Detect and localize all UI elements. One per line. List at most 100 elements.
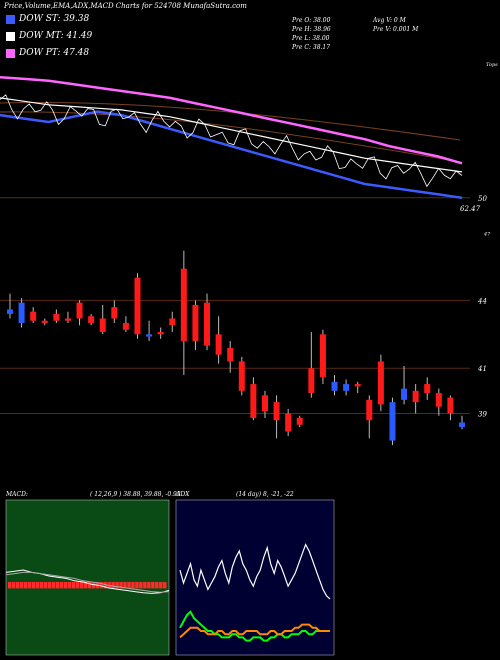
macd-histogram-bar xyxy=(127,582,131,589)
macd-histogram-bar xyxy=(39,582,44,589)
candle-body xyxy=(319,334,326,378)
macd-histogram-bar xyxy=(151,582,155,589)
macd-histogram-bar xyxy=(23,582,28,589)
macd-histogram-bar xyxy=(143,582,147,589)
macd-histogram-bar xyxy=(147,582,151,589)
macd-histogram-bar xyxy=(163,582,167,589)
macd-histogram-bar xyxy=(31,582,36,589)
price-tick-label-top: 47 xyxy=(483,232,491,238)
legend-dow-pt: DOW PT: 47.48 xyxy=(6,47,89,59)
info-prev-open: Pre O: 38.00 xyxy=(292,17,331,24)
macd-histogram-bar xyxy=(79,582,84,589)
candle-body xyxy=(424,384,431,394)
ema-band-upper xyxy=(0,102,461,141)
adx-panel-bg xyxy=(175,499,335,656)
legend-swatch-pt xyxy=(6,48,15,58)
info-prev-close: Pre C: 38.17 xyxy=(292,44,331,51)
ema-line-dow-mt xyxy=(0,97,463,173)
candle-body xyxy=(215,334,222,355)
candle-body xyxy=(122,322,129,330)
macd-histogram-bar xyxy=(67,582,72,589)
candle-body xyxy=(7,309,13,314)
info-prev-volume: Pre V: 0.001 M xyxy=(373,26,419,33)
candle-body xyxy=(285,413,292,432)
legend-dow-mt: DOW MT: 41.49 xyxy=(6,30,92,42)
candle-body xyxy=(343,384,350,391)
macd-histogram-bar xyxy=(135,582,139,589)
macd-panel-bg xyxy=(5,499,170,656)
adx-line-adx xyxy=(179,543,331,600)
macd-histogram-bar xyxy=(99,582,103,589)
candle-body xyxy=(412,390,419,403)
macd-histogram-bar xyxy=(119,582,123,589)
candle-body xyxy=(146,334,153,337)
candle-body xyxy=(204,302,211,346)
macd-histogram-bar xyxy=(91,582,95,589)
info-prev-low: Pre L: 38.00 xyxy=(292,35,330,42)
candle-body xyxy=(377,361,384,405)
macd-histogram-bar xyxy=(35,582,40,589)
macd-line-signal xyxy=(5,571,170,593)
ema-tick-label-top: Tops xyxy=(486,62,498,68)
candle-body xyxy=(18,302,25,323)
price-tick-label-39: 39 xyxy=(478,410,487,418)
macd-histogram-bar xyxy=(75,582,80,589)
ema-tick-label-50: 50 xyxy=(478,195,487,203)
ema-band-lower xyxy=(0,111,461,163)
macd-histogram-bar xyxy=(115,582,119,589)
price-tick-label-44: 44 xyxy=(477,297,487,305)
macd-histogram-bar xyxy=(55,582,60,589)
candle-body xyxy=(261,395,268,412)
candle-body xyxy=(308,368,315,394)
candle-body xyxy=(111,307,118,319)
candle-body xyxy=(41,320,48,323)
candle-body xyxy=(273,402,280,421)
macd-histogram-bar xyxy=(43,582,48,589)
ema-price-line xyxy=(0,94,463,188)
candle-body xyxy=(401,388,408,400)
macd-histogram-bar xyxy=(47,582,52,589)
macd-histogram-bar xyxy=(159,582,163,589)
candle-body xyxy=(134,277,141,335)
adx-title: ADX xyxy=(176,491,190,498)
legend-label-st: DOW ST: 39.38 xyxy=(19,14,90,24)
legend-swatch-st xyxy=(6,14,15,24)
candle-body xyxy=(227,347,234,362)
macd-params: ( 12,26,9 ) 38.88, 39.88, -0.93 xyxy=(90,491,181,498)
macd-histogram-bar xyxy=(111,582,115,589)
ema-line-dow-st xyxy=(0,110,463,200)
candle-body xyxy=(366,399,373,421)
macd-histogram-bar xyxy=(63,582,68,589)
price-tick-label-41: 41 xyxy=(477,365,487,373)
candle-body xyxy=(447,397,454,414)
candle-body xyxy=(53,313,60,321)
candle-body xyxy=(435,393,442,407)
chart-title: Price,Volume,EMA,ADX,MACD Charts for 524… xyxy=(4,2,247,10)
candle-body xyxy=(64,318,71,321)
info-prev-high: Pre H: 38.96 xyxy=(292,26,331,33)
candle-body xyxy=(389,402,396,441)
candle-body xyxy=(459,422,465,428)
candle-body xyxy=(157,332,164,335)
macd-title: MACD: xyxy=(6,491,28,498)
macd-histogram-bar xyxy=(11,582,16,589)
adx-line-minus-di xyxy=(179,623,330,639)
macd-histogram-bar xyxy=(15,582,20,589)
macd-histogram-bar xyxy=(71,582,76,589)
candle-body xyxy=(354,384,361,387)
macd-histogram-bar xyxy=(123,582,127,589)
candle-body xyxy=(192,304,199,342)
ema-last-value-label: 62.47 xyxy=(460,205,481,213)
candle-body xyxy=(250,384,257,418)
macd-histogram-bar xyxy=(83,582,87,589)
macd-histogram-bar xyxy=(131,582,135,589)
ema-line-dow-pt xyxy=(0,75,463,165)
legend-label-pt: DOW PT: 47.48 xyxy=(19,48,90,58)
macd-histogram-bar xyxy=(8,582,12,589)
candle-body xyxy=(30,311,37,321)
candle-body xyxy=(296,417,303,425)
adx-params: (14 day) 8, -21, -22 xyxy=(236,491,294,498)
candle-body xyxy=(180,268,187,342)
legend-dow-st: DOW ST: 39.38 xyxy=(6,13,89,25)
